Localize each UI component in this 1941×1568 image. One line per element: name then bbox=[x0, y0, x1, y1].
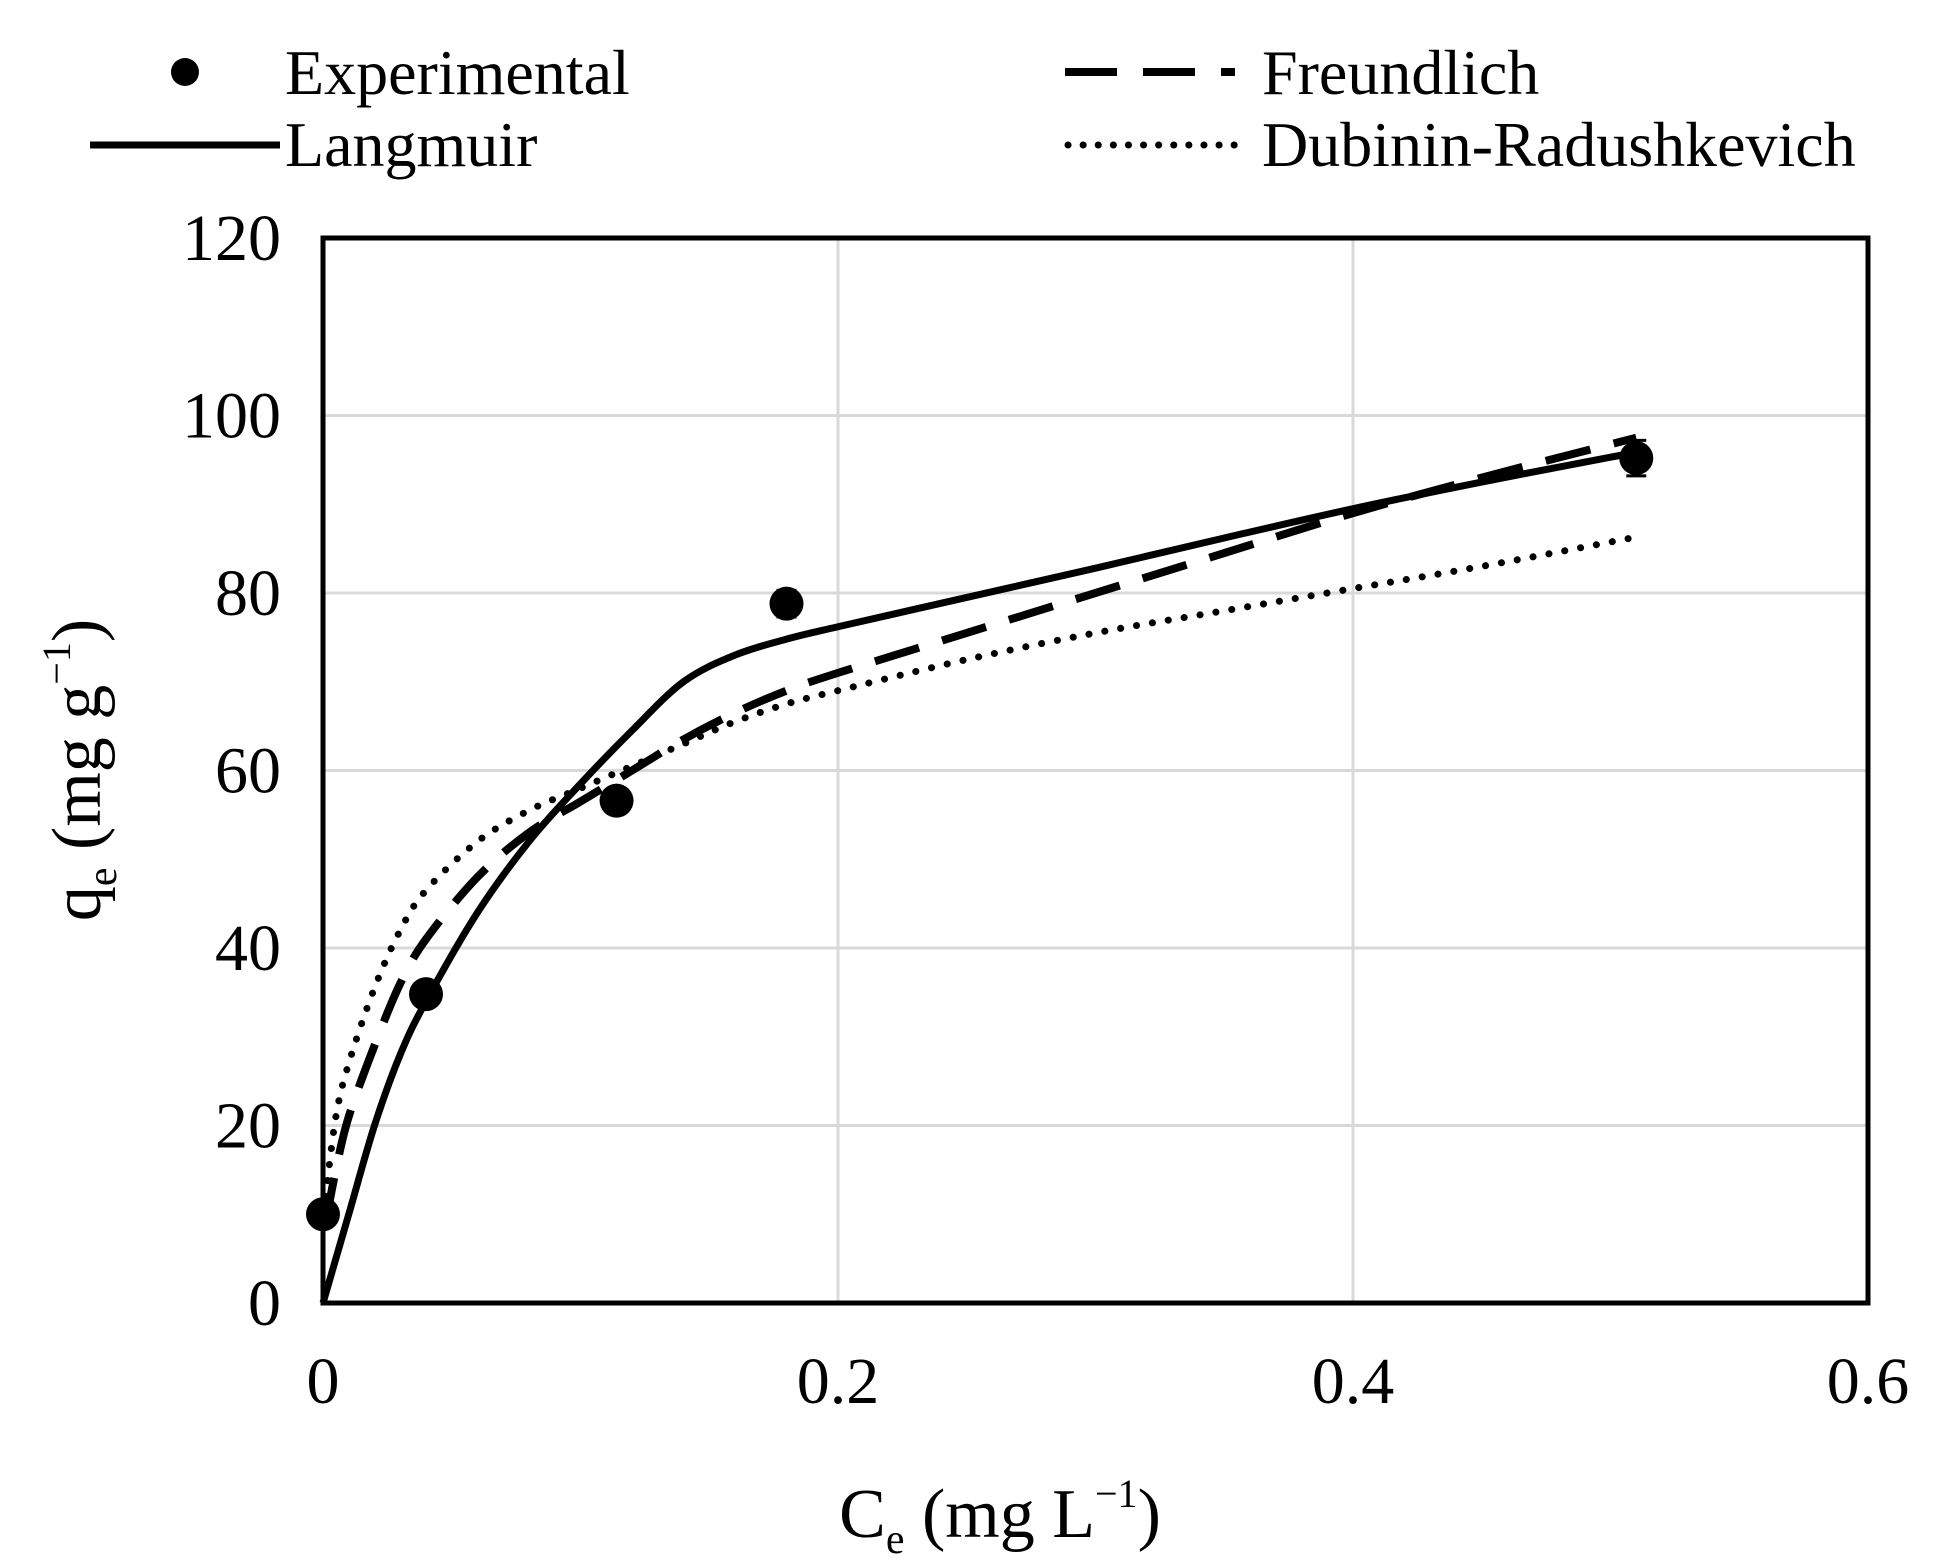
y-tick-label: 100 bbox=[182, 380, 281, 453]
legend: Experimental Langmuir Freundlich Dubinin… bbox=[90, 37, 1856, 180]
experimental-point bbox=[769, 586, 804, 621]
x-axis-label: Ce (mg L−1) bbox=[839, 1471, 1161, 1563]
legend-label-langmuir: Langmuir bbox=[285, 109, 537, 180]
y-tick-label: 120 bbox=[182, 202, 281, 275]
y-tick-label: 40 bbox=[215, 912, 281, 985]
x-tick-label: 0.6 bbox=[1827, 1345, 1910, 1418]
plot-frame bbox=[320, 235, 1871, 1306]
y-tick-label: 80 bbox=[215, 557, 281, 630]
x-tick-label: 0.2 bbox=[797, 1345, 880, 1418]
experimental-point bbox=[409, 977, 443, 1012]
legend-label-freundlich: Freundlich bbox=[1262, 37, 1539, 108]
fitted-curves bbox=[319, 433, 1640, 1304]
plot-area: 0 0.2 0.4 0.6 0 20 40 60 80 100 120 bbox=[182, 202, 1909, 1418]
y-tick-label: 0 bbox=[248, 1267, 281, 1340]
series-line-freundlich bbox=[321, 433, 1638, 1224]
gridlines bbox=[323, 238, 1868, 1303]
x-tick-label: 0.4 bbox=[1312, 1345, 1395, 1418]
y-tick-label: 20 bbox=[215, 1090, 281, 1163]
legend-item-freundlich: Freundlich bbox=[1065, 37, 1539, 108]
experimental-point bbox=[599, 783, 634, 818]
y-tick-label: 60 bbox=[215, 735, 281, 808]
experimental-point bbox=[1619, 441, 1654, 476]
x-tick-label: 0 bbox=[307, 1345, 340, 1418]
legend-marker-experimental bbox=[171, 58, 199, 86]
legend-item-langmuir: Langmuir bbox=[90, 109, 537, 180]
legend-item-experimental: Experimental bbox=[171, 37, 630, 108]
series-line-langmuir bbox=[319, 449, 1637, 1304]
legend-label-dubinin-radushkevich: Dubinin-Radushkevich bbox=[1262, 109, 1856, 180]
y-axis-label: qe (mg g−1) bbox=[34, 619, 126, 921]
x-tick-labels: 0 0.2 0.4 0.6 bbox=[307, 1345, 1910, 1418]
legend-label-experimental: Experimental bbox=[285, 37, 630, 108]
legend-item-dubinin-radushkevich: Dubinin-Radushkevich bbox=[1064, 109, 1856, 180]
series-line-dubinin-radushkevich bbox=[322, 533, 1640, 1200]
experimental-points bbox=[306, 438, 1654, 1232]
y-tick-labels: 0 20 40 60 80 100 120 bbox=[182, 202, 281, 1340]
